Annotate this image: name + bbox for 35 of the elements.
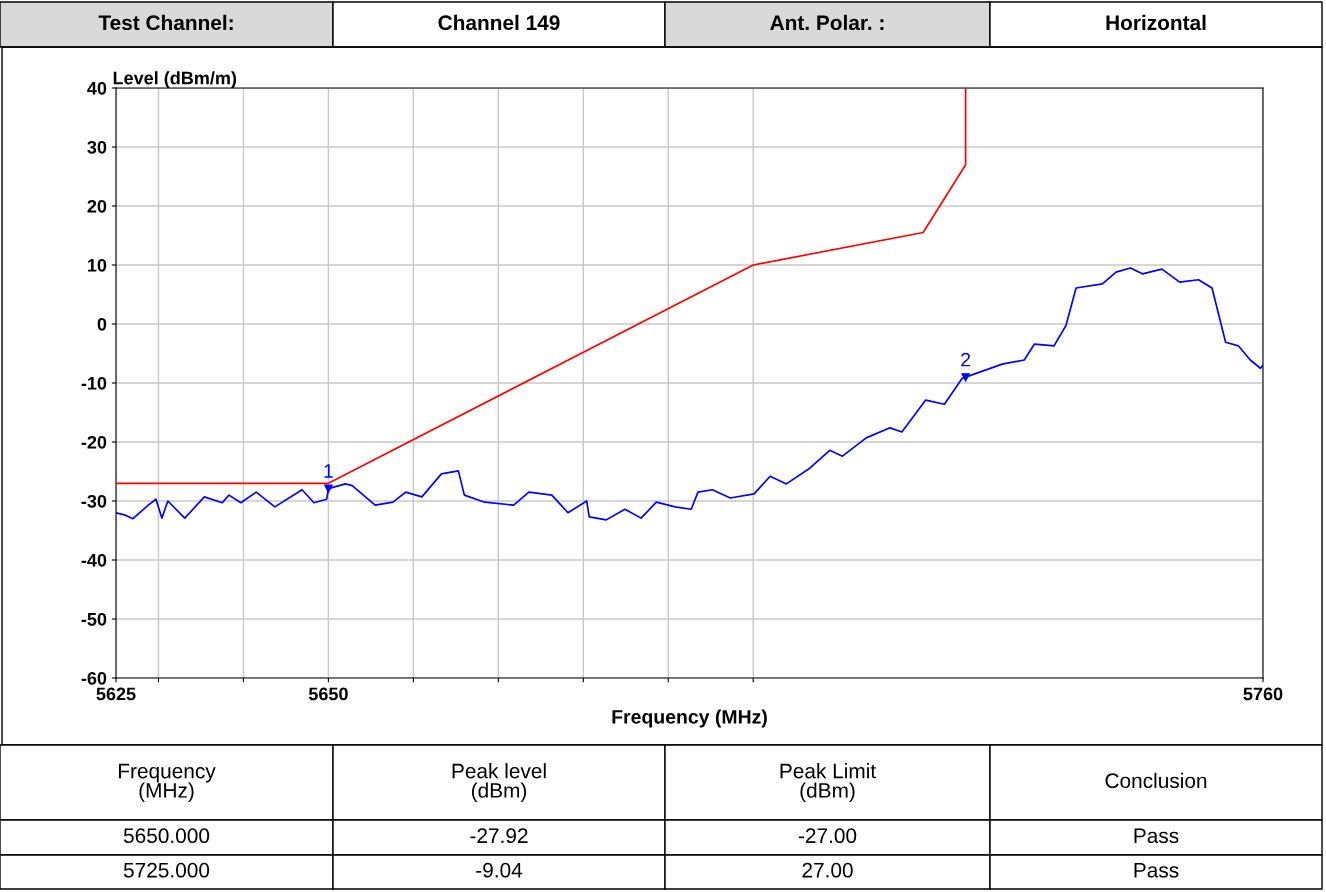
x-tick-label: 5650	[308, 687, 348, 701]
annotation: 2	[961, 352, 971, 367]
text: Pass	[1134, 828, 1179, 844]
text: Test Channel:	[98, 14, 233, 31]
text: 5725.000	[123, 862, 210, 878]
y-tick-label: 10	[88, 258, 107, 272]
line-series	[116, 267, 1263, 521]
y-tick-label: -50	[81, 612, 107, 626]
y-tick-label: 30	[87, 140, 107, 154]
x-tick-label: 5760	[1243, 687, 1283, 701]
y-axis-title: Level (dBm/m)	[113, 71, 237, 88]
text: Frequency (MHz)	[119, 763, 216, 802]
text: Conclusion	[1105, 772, 1207, 789]
x-axis-title: Frequency (MHz)	[612, 709, 767, 728]
y-tick-label: -40	[81, 553, 107, 567]
annotation: 1	[324, 464, 333, 478]
text: Peak Limit (dBm)	[780, 763, 876, 802]
x-tick-label: 5625	[96, 687, 136, 701]
y-tick-label: 40	[87, 81, 107, 95]
y-tick-label: -60	[81, 671, 107, 685]
y-tick-label: -30	[81, 494, 107, 508]
y-tick-label: 20	[87, 199, 107, 213]
y-tick-label: 0	[97, 317, 107, 331]
text: Peak level (dBm)	[452, 763, 546, 802]
text: -27.00	[798, 828, 857, 844]
text: Pass	[1134, 863, 1179, 878]
text: Horizontal	[1106, 14, 1206, 31]
text: 27.00	[802, 862, 853, 878]
y-tick-label: -10	[81, 376, 107, 390]
text: Channel 149	[438, 14, 560, 31]
text: 5650.000	[123, 828, 210, 844]
text: Ant. Polar. :	[770, 14, 884, 31]
text: -27.92	[470, 828, 528, 844]
y-tick-label: -20	[81, 435, 107, 449]
text: -9.04	[476, 862, 523, 878]
